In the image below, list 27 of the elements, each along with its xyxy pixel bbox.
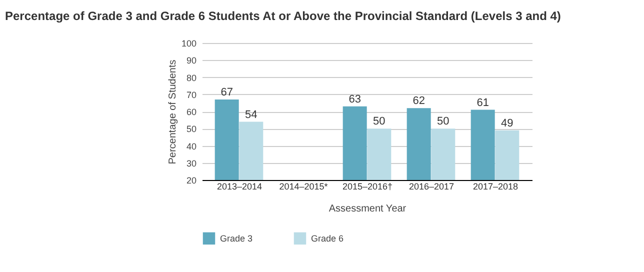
y-tick-label: 70 xyxy=(186,90,196,100)
y-axis-title: Percentage of Students xyxy=(167,60,178,164)
y-tick-label: 80 xyxy=(186,72,196,83)
y-tick-label: 50 xyxy=(186,124,196,134)
chart-title: Percentage of Grade 3 and Grade 6 Students At or Above the Provincial Standard (Levels 3 and 4) xyxy=(5,9,561,23)
x-tick-label: 2015–2016† xyxy=(342,182,393,192)
y-tick-label: 90 xyxy=(186,56,196,66)
data-label: 50 xyxy=(373,116,386,128)
y-tick-label: 30 xyxy=(186,158,196,168)
data-label: 61 xyxy=(476,96,489,109)
x-tick-label: 2013–2014 xyxy=(216,182,262,192)
data-label: 49 xyxy=(501,117,514,130)
x-tick-label: 2016–2017 xyxy=(408,182,454,192)
y-tick-label: 60 xyxy=(186,107,196,117)
legend-label: Grade 3 xyxy=(220,233,253,244)
data-label: 67 xyxy=(220,86,233,99)
data-label: 62 xyxy=(412,95,425,108)
x-axis-title: Assessment Year xyxy=(328,204,407,214)
x-tick-label: 2014–2015* xyxy=(279,182,328,192)
y-tick-label: 20 xyxy=(186,176,196,186)
data-label: 50 xyxy=(437,116,450,128)
y-tick-label: 100 xyxy=(181,38,196,48)
data-label: 54 xyxy=(245,108,258,121)
data-label: 63 xyxy=(348,93,361,106)
x-tick-label: 2017–2018 xyxy=(472,182,518,192)
y-tick-label: 40 xyxy=(186,141,196,152)
legend-label: Grade 6 xyxy=(311,233,344,244)
